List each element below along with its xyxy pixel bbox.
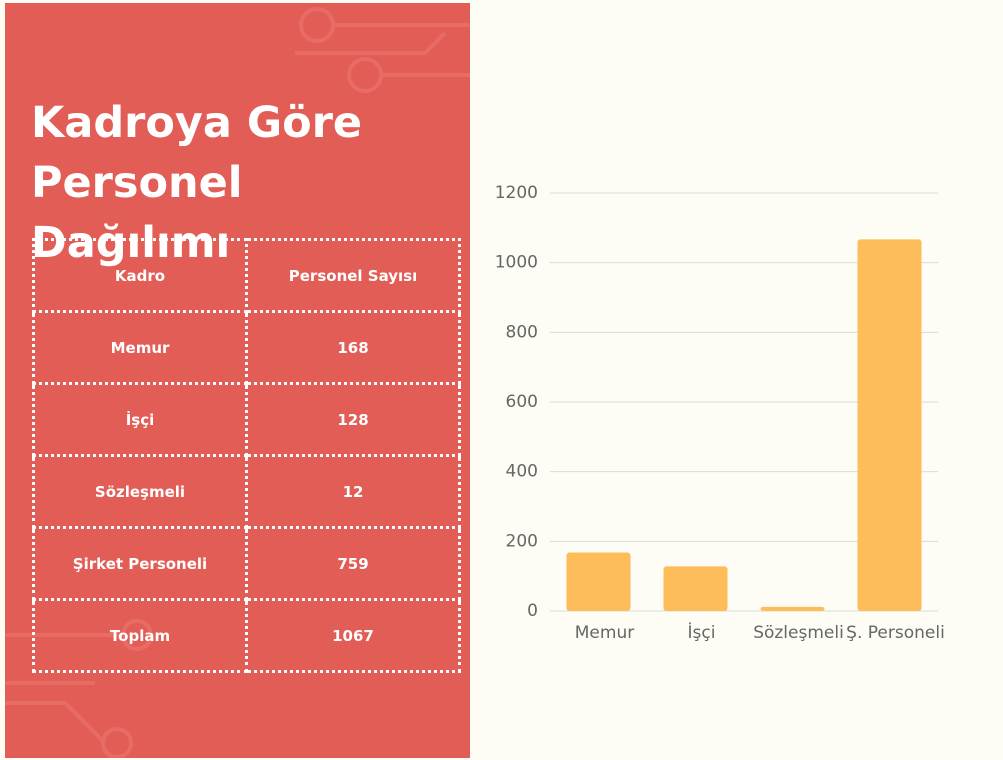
bar [663,566,728,611]
table-row: Toplam 1067 [32,598,461,673]
table-cell: Şirket Personeli [32,526,248,601]
table: Kadro Personel Sayısı Memur 168 İşçi 128 Sözle… [32,238,461,673]
table-cell: Personel Sayısı [245,238,461,313]
bar [566,552,631,611]
x-tick-label: Memur [575,623,634,643]
table-row: Memur 168 [32,310,461,385]
chart: 0 200 400 600 800 1000 1200 Memur İşçi Sözleşmeli… [495,183,945,643]
x-tick-label: İşçi [688,622,716,643]
decoration [5,7,470,758]
y-tick-label: 1200 [495,183,538,203]
bar [857,239,922,611]
left-panel: Kadroya Göre Personel Dağılımı Kadro Pers… [5,3,470,758]
table-row: Şirket Personeli 759 [32,526,461,601]
y-tick-label: 800 [506,322,538,342]
table-row: İşçi 128 [32,382,461,457]
table-cell: 1067 [245,598,461,673]
table-cell: Sözleşmeli [32,454,248,529]
y-tick-label: 600 [506,392,538,412]
y-tick-label: 0 [527,601,538,621]
table-cell: İşçi [32,382,248,457]
x-tick-label: Ş. Personeli [846,623,945,643]
x-tick-label: Sözleşmeli [753,623,844,643]
table-row: Sözleşmeli 12 [32,454,461,529]
table-cell: Memur [32,310,248,385]
y-tick-label: 1000 [495,253,538,273]
table-cell: 12 [245,454,461,529]
y-tick-label: 200 [506,531,538,551]
table-cell: Toplam [32,598,248,673]
table-header: Kadro Personel Sayısı [32,238,461,313]
table-cell: 759 [245,526,461,601]
table-body: Kadro Personel Sayısı Memur 168 İşçi 128 Sözle… [32,238,461,673]
table-cell: 128 [245,382,461,457]
table-cell: 168 [245,310,461,385]
table-cell: Kadro [32,238,248,313]
bar [760,606,825,611]
y-tick-label: 400 [506,462,538,482]
